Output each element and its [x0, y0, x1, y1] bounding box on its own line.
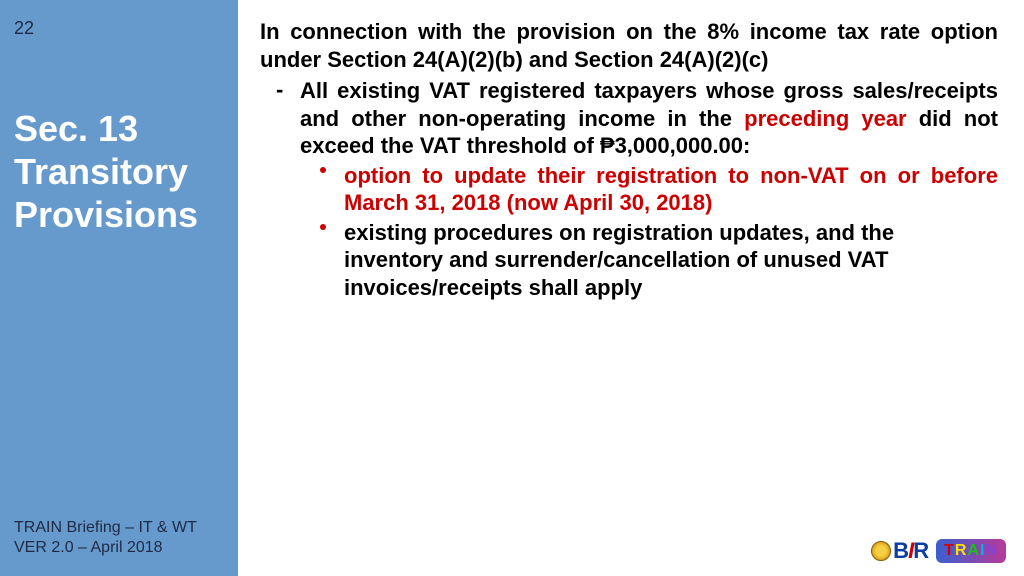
bir-letter-b: B: [893, 538, 908, 563]
train-logo: TRAIN: [936, 539, 1006, 563]
footer-line2: VER 2.0 – April 2018: [14, 538, 197, 558]
level2-text-1: existing procedures on registration upda…: [344, 219, 998, 302]
slide: 22 Sec. 13 Transitory Provisions In conn…: [0, 0, 1024, 576]
level2-item-0: option to update their registration to n…: [260, 162, 998, 217]
bir-text: BIR: [893, 538, 928, 564]
intro-paragraph: In connection with the provision on the …: [260, 18, 998, 73]
train-letter-r: R: [955, 542, 968, 559]
level1-highlight: preceding year: [744, 106, 907, 131]
train-letter-t: T: [944, 542, 955, 559]
slide-number: 22: [14, 18, 224, 39]
main-content: In connection with the provision on the …: [238, 0, 1024, 576]
sidebar: 22 Sec. 13 Transitory Provisions: [0, 0, 238, 576]
bullet-icon: [320, 167, 326, 173]
train-letter-n: N: [985, 542, 998, 559]
dash-icon: -: [276, 77, 283, 103]
sidebar-title: Sec. 13 Transitory Provisions: [14, 107, 224, 237]
level1-text: All existing VAT registered taxpayers wh…: [300, 77, 998, 160]
bir-letter-r: R: [913, 538, 928, 563]
bullet-icon: [320, 224, 326, 230]
level2-text-0: option to update their registration to n…: [344, 162, 998, 217]
train-letter-a: A: [967, 542, 980, 559]
footer-line1: TRAIN Briefing – IT & WT: [14, 518, 197, 538]
level2-item-1: existing procedures on registration upda…: [260, 219, 998, 302]
logos: BIR TRAIN: [871, 538, 1006, 564]
level1-item: - All existing VAT registered taxpayers …: [260, 77, 998, 160]
footer: TRAIN Briefing – IT & WT VER 2.0 – April…: [14, 518, 197, 558]
bir-logo: BIR: [871, 538, 928, 564]
bir-seal-icon: [871, 541, 891, 561]
